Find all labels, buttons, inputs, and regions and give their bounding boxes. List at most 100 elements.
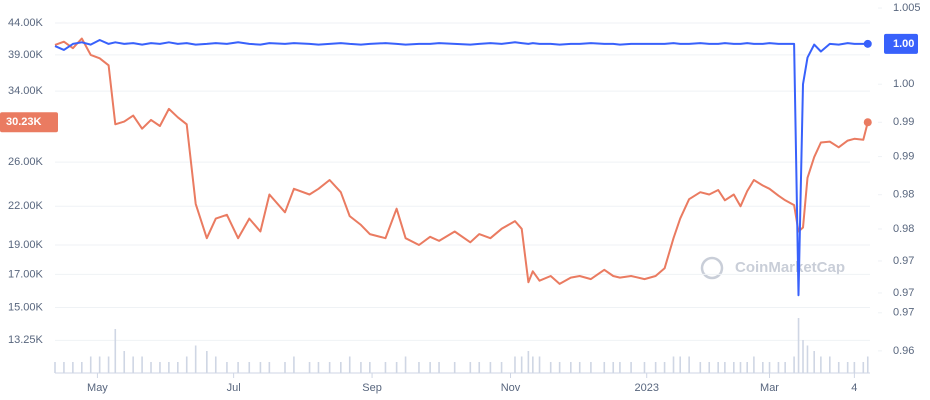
volume-bar — [806, 345, 809, 373]
volume-bar — [732, 362, 735, 373]
volume-bar — [469, 362, 472, 373]
y-tick-label: 26.00K — [8, 156, 44, 168]
volume-bar — [150, 362, 152, 373]
volume-bar — [177, 362, 179, 373]
volume-bar — [802, 340, 804, 373]
volume-bar — [168, 362, 170, 373]
volume-bar — [248, 362, 251, 373]
volume-bar — [418, 362, 420, 373]
volume-bar — [846, 362, 849, 373]
volume-bar — [813, 351, 815, 373]
last-point — [863, 39, 872, 48]
volume-bar — [654, 362, 657, 373]
volume-bar — [348, 356, 351, 373]
volume-bar — [590, 362, 592, 373]
volume-bar — [679, 356, 682, 373]
series-line — [54, 37, 869, 285]
volume-bar — [612, 362, 615, 373]
y2-tick-label: 0.97 — [893, 287, 914, 299]
volume-bar — [98, 356, 101, 373]
volume-bar — [404, 356, 407, 373]
volume-bar — [672, 356, 675, 373]
volume-bar — [688, 356, 690, 373]
volume-bar — [724, 362, 726, 373]
volume-bar — [317, 362, 320, 373]
volume-bar — [284, 362, 286, 373]
y-tick-label: 39.00K — [8, 49, 44, 61]
volume-bar — [384, 362, 387, 373]
volume-bar — [578, 362, 581, 373]
y-tick-label: 34.00K — [8, 85, 44, 97]
x-tick-label: Jul — [227, 382, 241, 394]
y2-tick-label: 0.97 — [893, 255, 914, 267]
volume-bar — [797, 318, 800, 373]
x-tick-label: Nov — [501, 382, 521, 394]
volume-bar — [478, 362, 481, 373]
current-value-box — [0, 112, 58, 133]
y2-tick-label: 0.99 — [893, 116, 914, 128]
volume-bar — [784, 362, 786, 373]
volume-bar — [80, 362, 83, 373]
volume-bar — [72, 362, 74, 373]
watermark-logo — [700, 256, 724, 280]
volume-bar — [206, 351, 208, 373]
y-tick-label: 44.00K — [8, 17, 44, 29]
volume-bar — [532, 356, 534, 373]
volume-bar — [159, 362, 161, 373]
volume-bar — [360, 362, 362, 373]
volume-bar — [226, 362, 228, 373]
y2-tick-label: 0.98 — [893, 189, 914, 201]
volume-bar — [438, 362, 440, 373]
volume-bar — [746, 362, 748, 373]
last-point — [863, 118, 872, 127]
x-tick-label: May — [87, 382, 108, 394]
volume-bar — [54, 362, 56, 373]
volume-bar — [853, 362, 856, 373]
volume-bar — [753, 356, 755, 373]
volume-bar — [369, 362, 371, 373]
y2-tick-label: 0.98 — [893, 223, 914, 235]
x-tick-label: Mar — [760, 382, 779, 394]
volume-bar — [214, 356, 217, 373]
volume-bar — [259, 362, 262, 373]
volume-bar — [866, 356, 869, 373]
volume-bar — [820, 356, 822, 373]
volume-bar — [549, 362, 552, 373]
volume-bar — [777, 362, 780, 373]
volume-bar — [308, 362, 311, 373]
volume-bar — [453, 362, 456, 373]
y2-tick-label: 0.97 — [893, 307, 914, 319]
volume-bar — [619, 362, 621, 373]
volume-bar — [194, 345, 197, 373]
volume-bar — [340, 362, 342, 373]
volume-bar — [237, 362, 239, 373]
volume-bar — [141, 356, 143, 373]
volume-bar — [837, 362, 840, 373]
y2-tick-label: 1.00 — [893, 78, 914, 90]
volume-bar — [699, 362, 702, 373]
y2-tick-label: 0.99 — [893, 151, 914, 163]
watermark: CoinMarketCap — [735, 259, 845, 276]
volume-bar — [717, 362, 719, 373]
volume-bar — [132, 356, 134, 373]
volume-bar — [630, 362, 632, 373]
volume-bar — [663, 362, 666, 373]
volume-bar — [328, 362, 331, 373]
current-value-label: 1.00 — [893, 38, 914, 50]
volume-bar — [558, 362, 561, 373]
volume-bar — [123, 351, 126, 373]
volume-bar — [603, 362, 606, 373]
volume-bar — [63, 362, 65, 373]
x-tick-label: 4 — [851, 382, 857, 394]
series-line — [54, 39, 868, 297]
y2-tick-label: 0.96 — [893, 345, 914, 357]
volume-bar — [708, 362, 711, 373]
current-value-label: 30.23K — [6, 116, 42, 128]
current-value-box — [884, 33, 918, 54]
volume-bar — [268, 362, 271, 373]
x-tick-label: 2023 — [634, 382, 658, 394]
volume-bar — [762, 362, 764, 373]
volume-bar — [569, 362, 572, 373]
volume-bar — [538, 356, 541, 373]
